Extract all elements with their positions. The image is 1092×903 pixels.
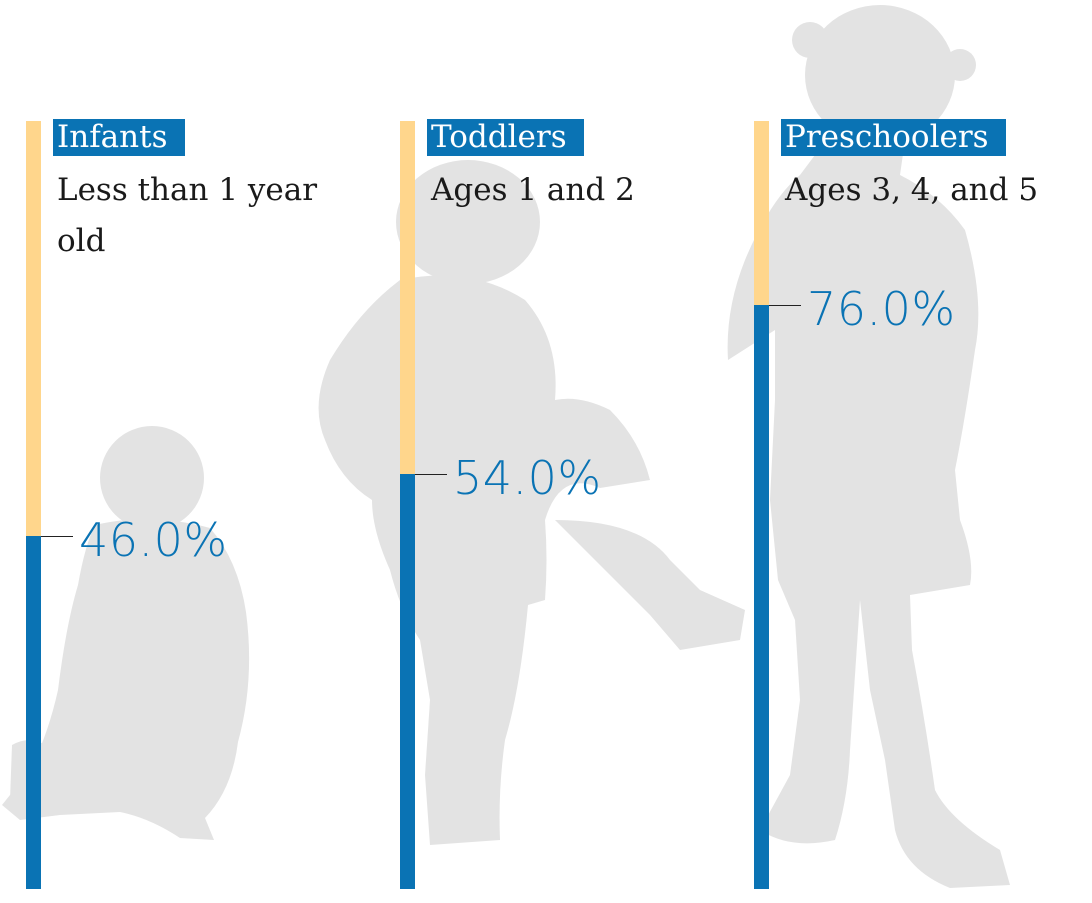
value-label-infants: 46.0%	[79, 512, 228, 567]
value-label-preschoolers: 76.0%	[807, 282, 956, 337]
bar-preschoolers	[754, 305, 769, 889]
bar-toddlers	[400, 474, 415, 889]
category-label-preschoolers: Preschoolers	[781, 119, 1006, 156]
bar-infants	[26, 535, 41, 889]
category-subtitle-toddlers: Ages 1 and 2	[431, 172, 635, 208]
category-subtitle-preschoolers: Ages 3, 4, and 5	[785, 172, 1039, 208]
bar-track-infants	[26, 121, 41, 889]
category-label-infants: Infants	[53, 119, 185, 156]
bar-track-toddlers	[400, 121, 415, 889]
preschooler-silhouette	[727, 5, 1010, 888]
category-label-toddlers: Toddlers	[427, 119, 584, 156]
value-label-toddlers: 54.0%	[453, 451, 602, 506]
tick-line-infants	[41, 535, 73, 537]
tick-line-preschoolers	[769, 305, 801, 307]
bar-track-preschoolers	[754, 121, 769, 889]
tick-line-toddlers	[415, 474, 447, 476]
category-subtitle-infants: Less than 1 year old	[57, 172, 318, 259]
